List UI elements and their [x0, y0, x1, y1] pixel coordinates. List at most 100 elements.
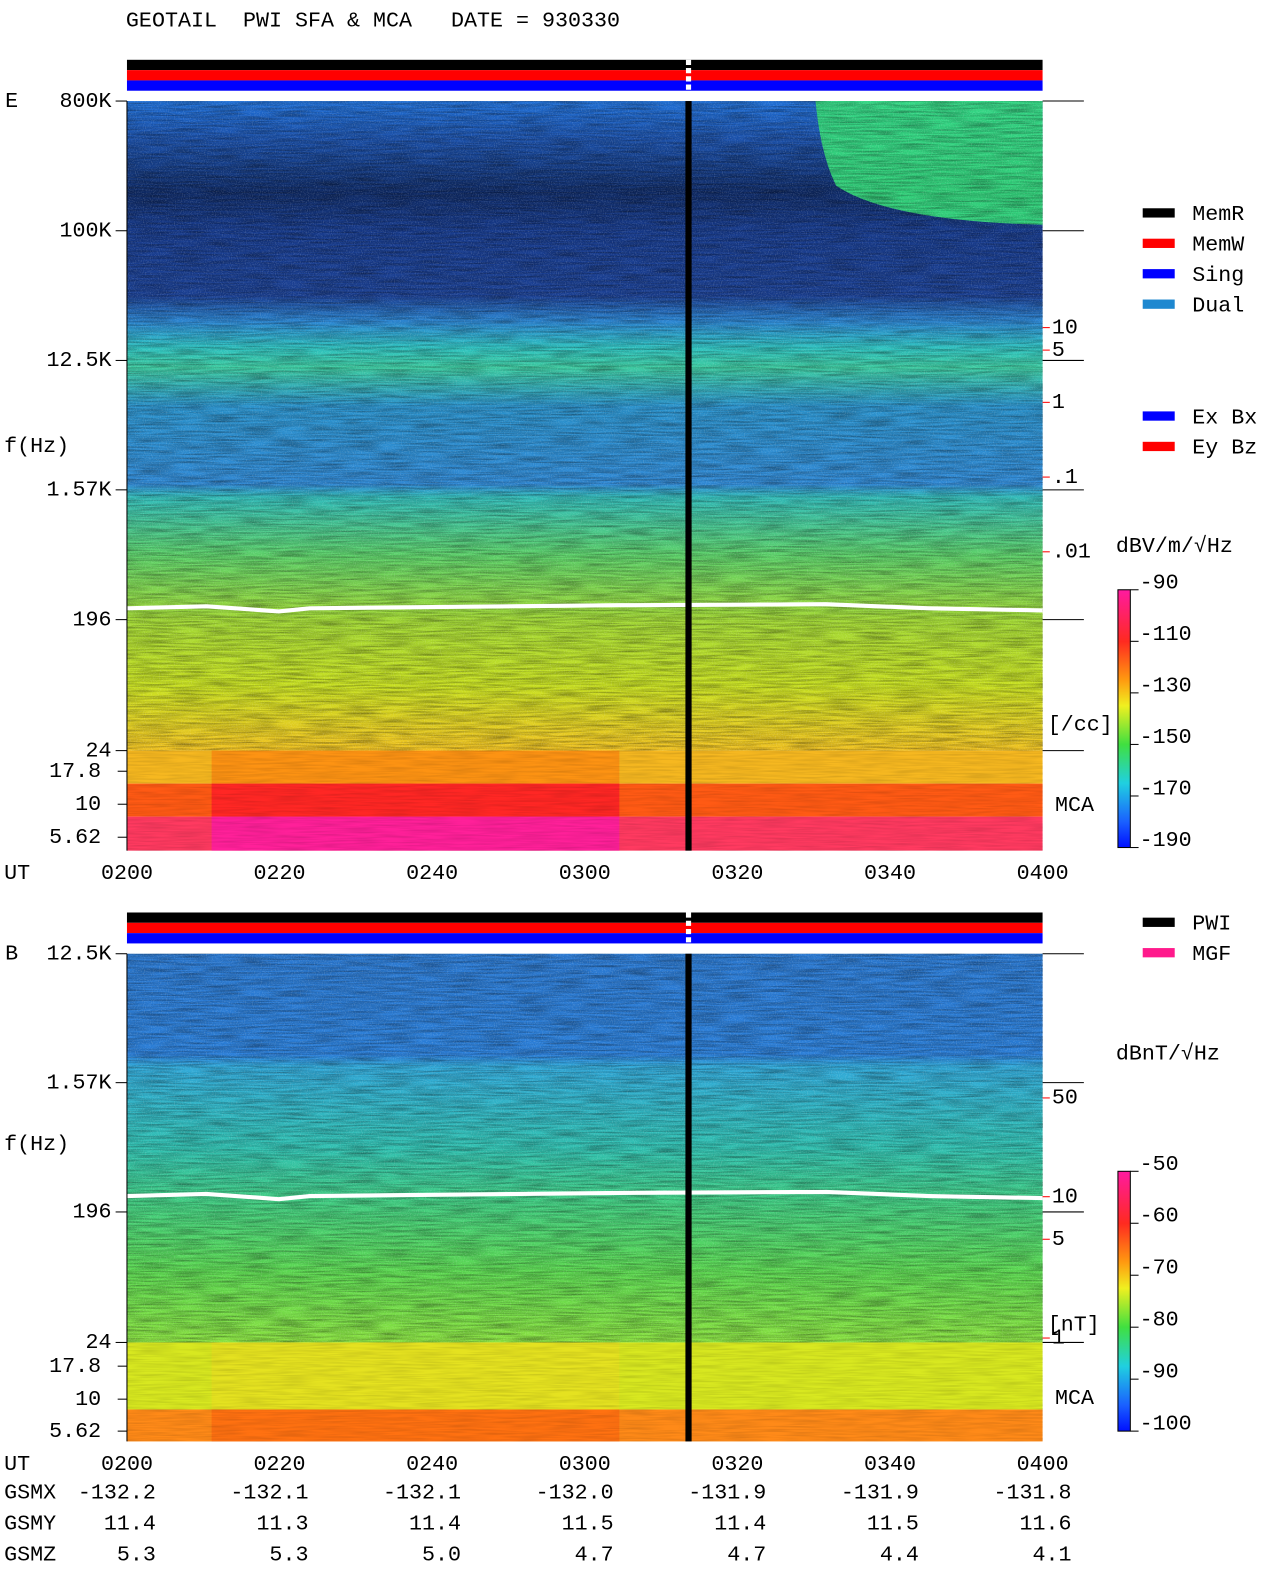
orbit-value: -131.9 — [688, 1481, 766, 1506]
status-bar — [126, 70, 1043, 81]
x-axis-label: UT — [4, 861, 30, 886]
orbit-value: -132.0 — [536, 1481, 614, 1506]
density-tick-label: 50 — [1052, 1086, 1078, 1111]
orbit-value: -131.8 — [993, 1481, 1071, 1506]
orbit-value: 11.5 — [562, 1512, 614, 1537]
orbit-value: 5.0 — [422, 1543, 461, 1568]
legend-swatch — [1142, 238, 1175, 248]
mca-tick-label: 17.8 — [49, 759, 101, 784]
density-tick-label: 5 — [1052, 338, 1065, 363]
colorbar-label: dBnT/√Hz — [1116, 1041, 1220, 1066]
y-tick-label: 1.57K — [46, 478, 111, 503]
status-bar — [126, 922, 1043, 934]
orbit-value: 11.5 — [867, 1512, 919, 1537]
cyclotron-line — [126, 1189, 1043, 1202]
panel-label: B — [5, 941, 18, 966]
orbit-value: 4.4 — [880, 1543, 919, 1568]
orbit-value: 11.6 — [1019, 1512, 1071, 1537]
colorbar-tick-label: -60 — [1140, 1204, 1179, 1229]
mca-tick-label: 5.62 — [49, 825, 101, 850]
orbit-row-label: GSMX — [4, 1481, 56, 1506]
x-tick-label: 0340 — [864, 861, 916, 886]
legend-label: Dual — [1192, 293, 1244, 318]
density-tick-label: 5 — [1052, 1227, 1065, 1252]
x-tick-label: 0220 — [254, 1452, 306, 1477]
x-tick-label: 0300 — [559, 1452, 611, 1477]
orbit-value: 4.7 — [575, 1543, 614, 1568]
legend-swatch — [1142, 441, 1175, 452]
y-tick-label: 800K — [59, 89, 111, 114]
y-tick-label: 24 — [85, 738, 111, 763]
x-tick-label: 0320 — [711, 861, 763, 886]
y-tick-label: 12.5K — [46, 941, 111, 966]
spectrogram-speckle — [126, 953, 1043, 1343]
x-tick-label: 0400 — [1017, 861, 1069, 886]
orbit-value: 4.7 — [727, 1543, 766, 1568]
orbit-value: -132.1 — [383, 1481, 461, 1506]
y-axis-label: f(Hz) — [4, 1132, 69, 1157]
colorbar-label: dBV/m/√Hz — [1116, 534, 1233, 559]
x-tick-label: 0240 — [406, 861, 458, 886]
x-tick-label: 0200 — [101, 1452, 153, 1477]
colorbar-tick-label: -90 — [1140, 1360, 1179, 1385]
x-tick-label: 0220 — [254, 861, 306, 886]
mca-tick-label: 10 — [75, 792, 101, 817]
status-bar — [126, 59, 1043, 71]
y-tick-label: 196 — [72, 1200, 111, 1225]
x-tick-label: 0320 — [711, 1452, 763, 1477]
colorbar — [1117, 1170, 1131, 1432]
data-gap — [685, 953, 692, 1442]
colorbar-tick-label: -50 — [1140, 1152, 1179, 1177]
legend-swatch — [1142, 948, 1175, 958]
legend-swatch — [1142, 917, 1175, 927]
legend-swatch — [1142, 269, 1175, 279]
y-tick-label: 1.57K — [46, 1070, 111, 1095]
x-tick-label: 0200 — [101, 861, 153, 886]
status-bar — [126, 933, 1043, 944]
legend-label: Ex Bx — [1192, 405, 1257, 430]
density-tick-label: 10 — [1052, 1184, 1078, 1209]
orbit-value: 5.3 — [269, 1543, 308, 1568]
y-tick-label: 100K — [59, 218, 111, 243]
colorbar-tick-label: -90 — [1140, 570, 1179, 595]
density-tick-label: 10 — [1052, 315, 1078, 340]
mca-tick-label: 5.62 — [49, 1419, 101, 1444]
colorbar-tick-label: -190 — [1140, 828, 1192, 853]
legend-label: Sing — [1192, 263, 1244, 288]
orbit-value: 11.4 — [409, 1512, 461, 1537]
colorbar-tick-label: -170 — [1140, 776, 1192, 801]
spectrogram-speckle — [126, 101, 1043, 751]
legend-label: MemR — [1192, 202, 1244, 227]
orbit-value: 11.4 — [714, 1512, 766, 1537]
orbit-value: 11.3 — [256, 1512, 308, 1537]
orbit-row-label: GSMY — [4, 1512, 56, 1537]
density-tick-label: .01 — [1052, 540, 1091, 565]
colorbar-tick-label: -100 — [1140, 1412, 1192, 1437]
x-tick-label: 0300 — [559, 861, 611, 886]
status-bar — [126, 912, 1043, 923]
legend-swatch — [1142, 411, 1175, 421]
x-axis-label: UT — [4, 1452, 30, 1477]
legend-label: Ey Bz — [1192, 436, 1257, 461]
data-gap — [685, 101, 692, 851]
y-tick-label: 196 — [72, 607, 111, 632]
colorbar-tick-label: -130 — [1140, 673, 1192, 698]
x-tick-label: 0340 — [864, 1452, 916, 1477]
orbit-value: 4.1 — [1032, 1543, 1071, 1568]
legend-label: MemW — [1192, 233, 1244, 258]
orbit-value: 5.3 — [117, 1543, 156, 1568]
density-tick-label: 1 — [1052, 1326, 1065, 1351]
status-bar — [126, 80, 1043, 91]
density-tick-label: 1 — [1052, 390, 1065, 415]
mca-noise — [126, 1342, 1043, 1442]
legend-label: MGF — [1192, 942, 1231, 967]
density-tick-label: .1 — [1052, 465, 1078, 490]
y-tick-label: 24 — [85, 1330, 111, 1355]
mca-tick-label: 10 — [75, 1387, 101, 1412]
chart-title: GEOTAIL PWI SFA & MCA DATE = 930330 — [126, 8, 620, 33]
colorbar — [1117, 589, 1131, 849]
panel-label: E — [5, 89, 18, 114]
mca-noise — [126, 750, 1043, 851]
y-tick-label: 12.5K — [46, 348, 111, 373]
